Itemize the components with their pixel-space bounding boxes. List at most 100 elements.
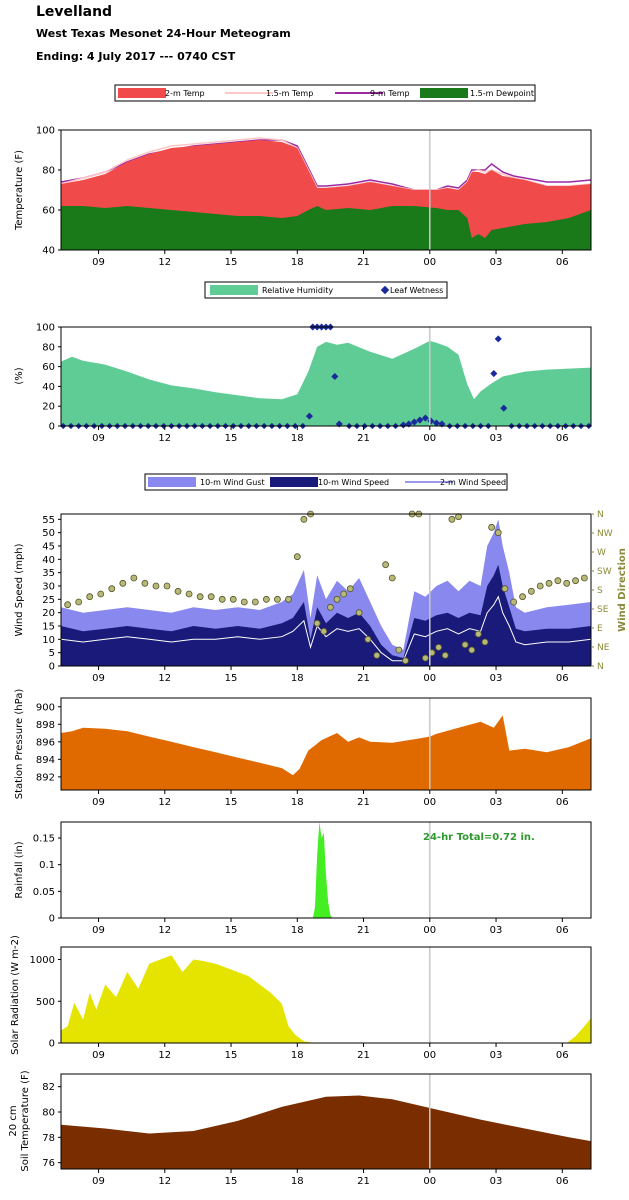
y-tick-label: 5 [49, 648, 55, 659]
wind-direction-point [364, 635, 372, 643]
y-tick-label: 0 [49, 662, 55, 673]
wind-direction-point [218, 595, 226, 603]
wind-direction-point [333, 595, 341, 603]
plot-frame [60, 129, 592, 251]
wind-direction-point [285, 595, 292, 603]
y-tick-label: 78 [42, 1133, 55, 1144]
y-tick-label: 80 [42, 166, 55, 177]
x-tick-label: 12 [158, 1050, 171, 1061]
y-tick-label: 25 [42, 595, 55, 606]
x-tick-label: 12 [158, 433, 171, 444]
x-tick-label: 15 [225, 925, 238, 936]
wind-direction-tick: S [597, 586, 603, 596]
wind-direction-point [468, 646, 476, 654]
x-tick-label: 06 [556, 1050, 569, 1061]
wind-direction-point [174, 587, 182, 595]
leaf-wetness-point [416, 416, 424, 424]
x-tick-label: 09 [92, 257, 105, 268]
x-tick-label: 06 [556, 673, 569, 684]
wind-direction-point [346, 585, 354, 593]
y-tick-label: 15 [42, 622, 55, 633]
legend-box [144, 473, 508, 491]
legend-swatch [270, 477, 318, 487]
y-tick-label: 20 [42, 608, 55, 619]
wind-direction-tick: SE [597, 605, 609, 615]
legend-label: 2-m Temp [165, 89, 205, 98]
y-tick-label: 40 [42, 555, 55, 566]
wind-direction-point [382, 561, 390, 569]
x-tick-label: 18 [291, 1050, 304, 1061]
x-tick-label: 06 [556, 257, 569, 268]
leaf-wetness-point [490, 369, 498, 378]
y-tick-label: 100 [36, 323, 55, 334]
x-tick-label: 09 [92, 925, 105, 936]
wind-direction-tick: E [597, 624, 603, 634]
wind-direction-point [448, 515, 456, 523]
legend-label: Leaf Wetness [390, 286, 443, 295]
wind-direction-point [313, 619, 321, 627]
wind-direction-point [395, 646, 403, 654]
x-tick-label: 06 [556, 1176, 569, 1187]
x-tick-label: 18 [291, 673, 304, 684]
wind-direction-point [572, 577, 579, 585]
x-tick-label: 21 [357, 1176, 370, 1187]
wind-direction-point [163, 582, 171, 590]
leaf-wetness-point [305, 412, 313, 420]
legend-label: 1.5-m Dewpoint [470, 89, 534, 98]
leaf-wetness-point [494, 335, 502, 343]
series-line [60, 595, 592, 662]
x-tick-label: 03 [490, 257, 503, 268]
x-tick-label: 09 [92, 797, 105, 808]
panel-wind: 10-m Wind Gust 10-m Wind Speed 2-m Wind Sp… [14, 473, 628, 684]
y-tick-label: 898 [36, 720, 55, 731]
wind-direction-point [108, 585, 116, 593]
wind-direction-point [402, 657, 409, 665]
wind-direction-point [373, 651, 381, 659]
wind-direction-point [251, 598, 259, 606]
legend-swatch [420, 88, 468, 98]
leaf-wetness-point [421, 414, 429, 422]
wind-direction-point [435, 643, 443, 651]
x-tick-label: 09 [92, 1176, 105, 1187]
y-axis-label: Temperature (F) [14, 150, 25, 231]
x-tick-label: 21 [357, 257, 370, 268]
legend-label: 2-m Wind Speed [440, 478, 506, 487]
y-axis-label: Soil Temperature (F) [20, 1070, 31, 1171]
legend-swatch [210, 285, 258, 295]
page-subtitle: West Texas Mesonet 24-Hour Meteogram [36, 27, 291, 40]
y-tick-label: 76 [42, 1158, 55, 1169]
series-area [61, 340, 591, 426]
legend-label: 10-m Wind Gust [200, 478, 265, 487]
x-tick-label: 21 [357, 433, 370, 444]
y-tick-label: 60 [42, 206, 55, 217]
y-tick-label: 900 [36, 702, 55, 713]
y-tick-label: 55 [42, 515, 55, 526]
x-tick-label: 15 [225, 1176, 238, 1187]
y-tick-label: 82 [42, 1082, 55, 1093]
wind-direction-tick: N [597, 662, 604, 672]
x-tick-label: 18 [291, 925, 304, 936]
legend-swatch [380, 285, 390, 295]
wind-direction-point [293, 553, 301, 561]
wind-direction-point [554, 577, 562, 585]
y-tick-label: 50 [42, 528, 55, 539]
wind-direction-point [141, 579, 149, 587]
x-tick-label: 00 [423, 673, 436, 684]
wind-direction-point [519, 593, 526, 601]
y-tick-label: 80 [42, 342, 55, 353]
x-tick-label: 12 [158, 257, 171, 268]
series-area [61, 206, 591, 250]
x-tick-label: 12 [158, 797, 171, 808]
x-tick-label: 03 [490, 433, 503, 444]
y-tick-label: 45 [42, 542, 55, 553]
wind-direction-point [327, 603, 334, 611]
wind-direction-point [340, 590, 348, 598]
x-tick-label: 03 [490, 797, 503, 808]
y-tick-label: 35 [42, 568, 55, 579]
y-axis-label: 20 cm [8, 1105, 19, 1136]
x-tick-label: 15 [225, 257, 238, 268]
x-tick-label: 18 [291, 797, 304, 808]
rainfall-total-annotation: 24-hr Total=0.72 in. [423, 832, 535, 843]
wind-direction-point [545, 579, 553, 587]
legend-box [204, 281, 448, 299]
